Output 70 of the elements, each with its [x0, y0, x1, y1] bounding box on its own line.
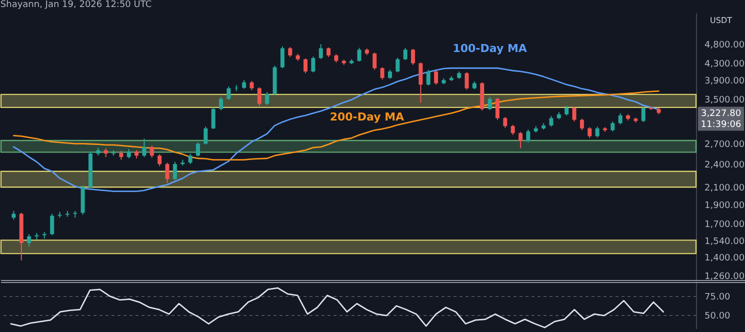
candlestick	[403, 47, 408, 61]
candlestick	[126, 148, 131, 159]
y-tick-label: 1,260.00	[704, 272, 745, 282]
line-series	[10, 287, 664, 328]
candlestick	[418, 62, 423, 104]
candlestick	[641, 105, 646, 123]
candlestick	[211, 106, 216, 130]
candlestick	[303, 58, 308, 74]
candlestick	[495, 97, 500, 120]
candlestick	[464, 72, 469, 90]
candlestick	[226, 86, 231, 100]
candlestick	[526, 129, 530, 143]
y-tick-label: 3,900.00	[704, 76, 745, 87]
candlestick	[172, 161, 177, 180]
candlestick	[158, 154, 162, 167]
candlestick	[372, 52, 377, 70]
candlestick	[595, 126, 600, 138]
candlestick	[280, 46, 284, 69]
candlestick	[564, 105, 569, 116]
candlestick	[250, 80, 254, 91]
candlestick	[518, 131, 523, 149]
candlestick	[580, 118, 584, 131]
candlestick	[572, 106, 576, 122]
candlestick	[265, 92, 270, 106]
text: 3,227.80	[700, 108, 742, 119]
candlestick	[234, 84, 238, 92]
y-tick-label: 50.00	[704, 311, 731, 322]
y-tick-label: 1,400.00	[704, 254, 745, 264]
candlestick	[150, 145, 154, 158]
candlestick	[142, 138, 146, 158]
candlestick	[503, 116, 508, 128]
text: 11:39:06	[700, 120, 742, 130]
candlestick	[311, 56, 316, 73]
candlestick	[50, 213, 54, 236]
candlestick	[326, 46, 331, 58]
candlestick	[426, 69, 430, 86]
y-tick-label: 2,400.00	[704, 160, 745, 171]
y-tick-label: 4,300.00	[704, 60, 745, 70]
y-tick-label: 1,900.00	[704, 200, 745, 211]
series-label: 100-Day MA	[452, 42, 528, 56]
candlestick	[288, 46, 292, 58]
candlestick	[434, 70, 438, 86]
y-tick-label: 3,500.00	[704, 95, 745, 106]
candlestick	[165, 162, 170, 184]
candlestick	[204, 126, 208, 145]
candlestick	[510, 124, 515, 136]
candlestick	[219, 96, 224, 111]
candlestick	[196, 142, 200, 157]
candlestick	[188, 153, 192, 165]
chart-title: Shayann, Jan 19, 2026 12:50 UTC	[0, 0, 152, 10]
y-tick-label: 1,700.00	[704, 220, 745, 230]
y-tick-label: 1,540.00	[704, 237, 745, 248]
y-tick-label: 2,700.00	[704, 140, 745, 150]
candlestick	[588, 126, 592, 139]
y-tick-label: 2,100.00	[704, 184, 745, 194]
candlestick	[411, 48, 416, 66]
candlestick	[257, 86, 262, 106]
candlestick	[27, 234, 32, 247]
candlestick	[380, 66, 384, 80]
series-label: 200-Day MA	[330, 110, 405, 124]
candlestick	[618, 112, 622, 125]
y-axis-title: USDT	[710, 16, 732, 25]
candlestick	[357, 47, 362, 62]
candlestick	[318, 44, 323, 60]
candlestick	[396, 57, 400, 73]
y-tick-label: 75.00	[704, 292, 731, 303]
candlestick	[549, 115, 554, 128]
candlestick	[610, 120, 615, 132]
candlestick	[488, 96, 492, 111]
y-tick-label: 4,800.00	[704, 40, 745, 51]
